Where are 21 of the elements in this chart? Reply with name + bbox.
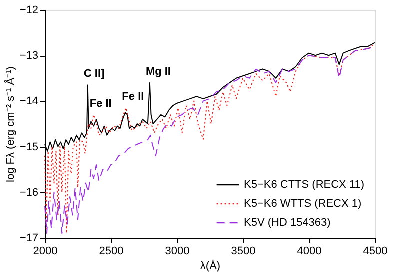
y-tick-label: −13 [20, 50, 38, 62]
x-tick-label: 2500 [99, 246, 124, 258]
annotation: Fe II [122, 91, 144, 104]
x-tick-label: 3000 [165, 246, 190, 258]
legend-label: K5−K6 WTTS (RECX 1) [244, 198, 362, 210]
x-tick-label: 3500 [231, 246, 256, 258]
y-tick-label: −16 [20, 186, 38, 199]
annotation: Fe II [90, 98, 112, 110]
annotation: Mg II [146, 66, 172, 78]
legend-label: K5−K6 CTTS (RECX 11) [244, 179, 365, 191]
legend-label: K5V (HD 154363) [244, 217, 331, 229]
x-axis-title: λ(Å) [200, 260, 221, 272]
y-tick-label: −12 [20, 4, 38, 16]
annotation: C II] [84, 68, 106, 80]
x-tick-label: 4000 [297, 246, 322, 258]
y-axis-title: log Fλ (erg cm⁻² s⁻¹ Å⁻¹) [4, 66, 17, 182]
y-tick-label: −17 [20, 232, 38, 244]
x-tick-label: 4500 [363, 246, 388, 258]
y-tick-label: −14 [20, 96, 38, 108]
y-tick-label: −15 [20, 141, 38, 154]
x-tick-label: 2000 [33, 246, 58, 258]
